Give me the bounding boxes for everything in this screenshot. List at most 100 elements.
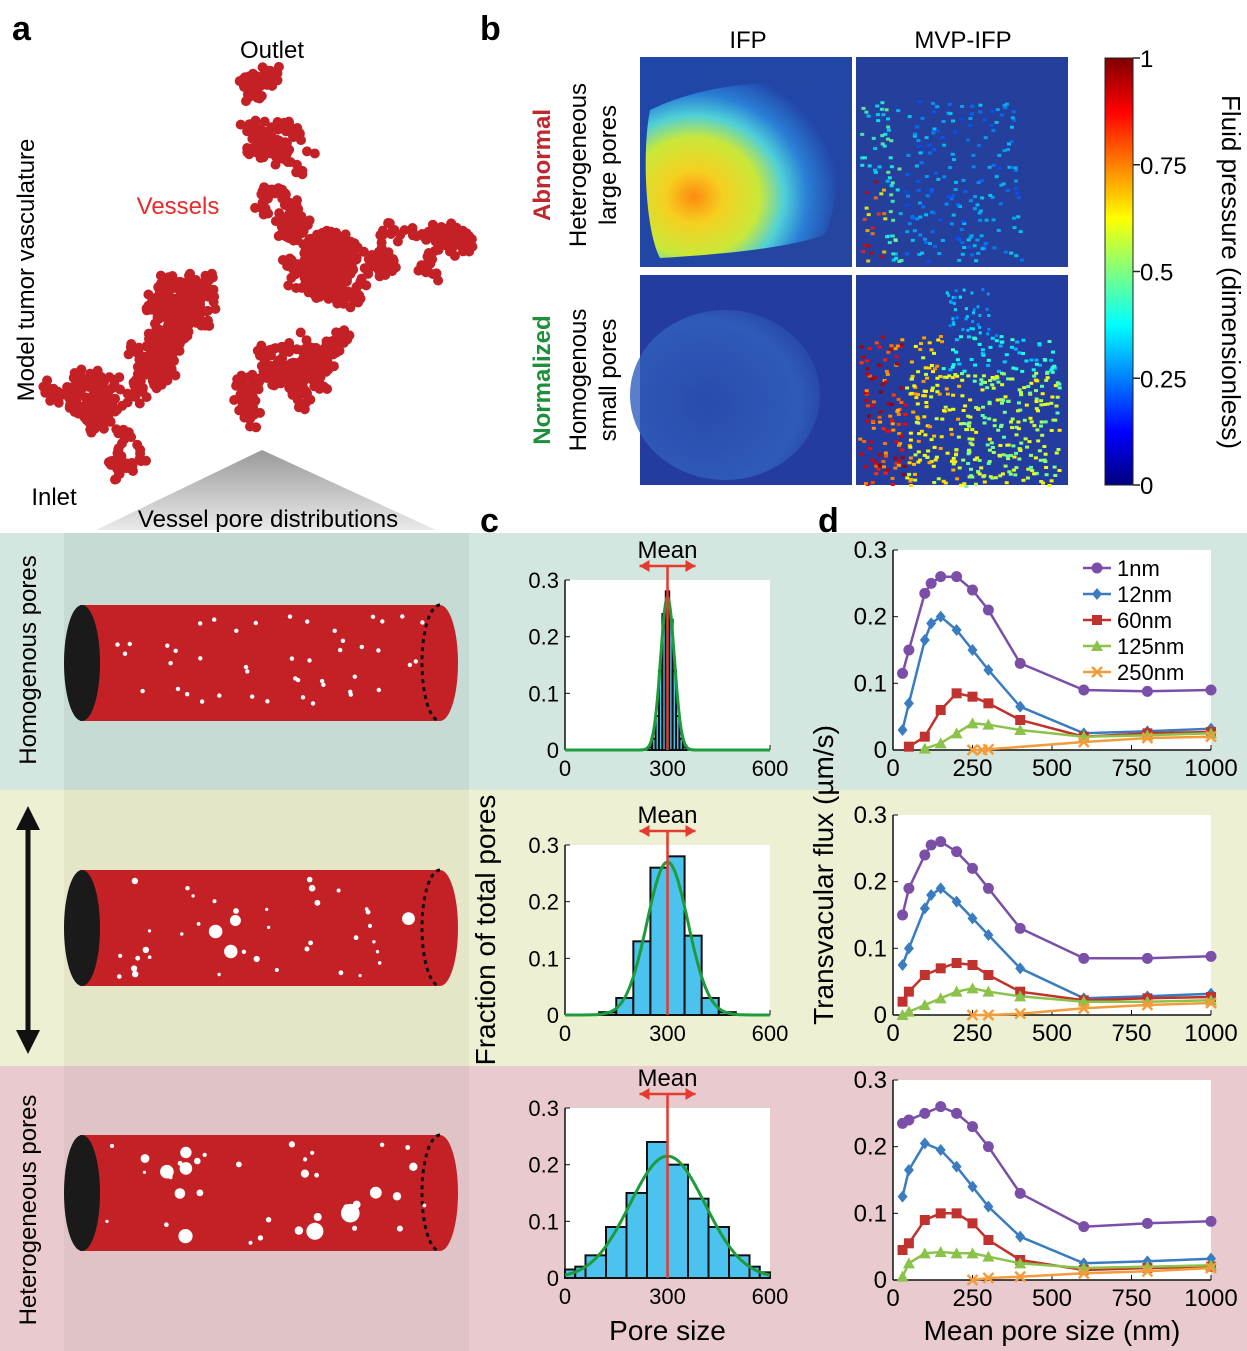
mvp-segment bbox=[980, 247, 985, 251]
vessel-pore bbox=[122, 651, 128, 656]
mvp-segment bbox=[985, 443, 990, 447]
x-tick-label: 750 bbox=[1111, 755, 1151, 782]
mvp-segment bbox=[1013, 347, 1018, 351]
data-point bbox=[1077, 736, 1090, 748]
mvp-segment bbox=[1009, 251, 1014, 255]
mvp-segment bbox=[962, 246, 967, 249]
data-point bbox=[1141, 999, 1154, 1011]
mvp-segment bbox=[899, 259, 904, 262]
mvp-segment bbox=[911, 410, 916, 414]
vessel-pore bbox=[142, 946, 149, 954]
vessel-pore bbox=[208, 924, 223, 939]
mvp-segment bbox=[1001, 453, 1006, 457]
mvp-segment bbox=[1039, 480, 1044, 483]
mvp-segment bbox=[951, 119, 955, 123]
x-tick-label: 600 bbox=[752, 756, 789, 781]
mvp-segment bbox=[929, 348, 934, 352]
x-tick-label: 1000 bbox=[1184, 1285, 1237, 1312]
mvp-segment bbox=[978, 314, 982, 317]
data-point bbox=[982, 1141, 994, 1153]
mvp-segment bbox=[917, 432, 922, 436]
vessel-pore bbox=[332, 628, 337, 633]
mvp-segment bbox=[1053, 366, 1058, 370]
mvp-segment bbox=[933, 244, 937, 248]
mvp-segment bbox=[981, 374, 986, 378]
vessel-pore bbox=[341, 1203, 360, 1223]
mvp-segment bbox=[919, 429, 924, 433]
vessel-outlet-rim bbox=[420, 868, 441, 988]
mvp-segment bbox=[975, 238, 980, 242]
mvp-segment bbox=[942, 175, 947, 179]
mvp-segment bbox=[880, 142, 885, 146]
mvp-segment bbox=[910, 216, 915, 220]
mvp-segment bbox=[899, 434, 904, 438]
y-tick-label: 0.1 bbox=[528, 681, 559, 706]
data-point bbox=[1015, 962, 1026, 975]
mvp-segment bbox=[959, 335, 963, 339]
mvp-segment bbox=[936, 338, 941, 342]
mvp-segment bbox=[949, 432, 954, 436]
vessel-segment bbox=[309, 148, 320, 159]
mvp-segment bbox=[1040, 392, 1045, 396]
mvp-segment bbox=[968, 398, 973, 402]
mvp-segment bbox=[878, 453, 882, 457]
vessel-segment bbox=[283, 280, 294, 291]
data-point bbox=[1141, 952, 1153, 964]
mvp-segment bbox=[1012, 118, 1017, 122]
mvp-segment bbox=[970, 104, 975, 108]
y-tick-label: 0.2 bbox=[528, 1153, 559, 1178]
mvp-segment bbox=[906, 194, 911, 198]
y-tick-label: 0.3 bbox=[528, 1096, 559, 1121]
mvp-segment bbox=[912, 134, 917, 138]
mvp-segment bbox=[932, 434, 937, 438]
mvp-segment bbox=[961, 328, 965, 332]
vessel-pore bbox=[202, 1152, 207, 1157]
mvp-segment bbox=[935, 390, 940, 394]
mvp-segment bbox=[863, 391, 868, 395]
mvp-segment bbox=[976, 407, 981, 411]
vessel-pore bbox=[307, 658, 312, 663]
mean-label: Mean bbox=[637, 802, 697, 829]
data-point bbox=[967, 691, 978, 702]
y-tick-label: 0.3 bbox=[528, 568, 559, 593]
mvp-segment bbox=[951, 363, 956, 367]
data-point bbox=[982, 1250, 995, 1262]
mvp-segment bbox=[971, 153, 976, 157]
x-tick-label: 600 bbox=[752, 1284, 789, 1309]
vessel-outlet-end bbox=[422, 1135, 458, 1251]
mvp-segment bbox=[1030, 469, 1035, 473]
mvp-segment bbox=[986, 358, 991, 362]
vessel-segment bbox=[98, 423, 109, 434]
mvp-segment bbox=[896, 463, 901, 467]
heatmap-mvp-abnormal bbox=[856, 57, 1068, 267]
vessel-pore bbox=[306, 1222, 324, 1240]
mvp-segment bbox=[1016, 196, 1021, 200]
vessel-segment bbox=[235, 119, 246, 130]
y-tick-label: 0.2 bbox=[528, 890, 559, 915]
mvp-segment bbox=[948, 324, 952, 328]
vessel-pore bbox=[180, 1146, 192, 1159]
mvp-segment bbox=[921, 379, 926, 383]
mvp-segment bbox=[888, 210, 893, 214]
mvp-segment bbox=[996, 369, 1001, 373]
vessel-segment bbox=[122, 388, 133, 399]
mvp-segment bbox=[966, 414, 971, 418]
vessel-cylinder-homogenous bbox=[64, 603, 458, 723]
vessel-cylinder-heterogeneous bbox=[64, 1133, 458, 1253]
mvp-segment bbox=[927, 341, 932, 345]
mvp-segment bbox=[1017, 457, 1022, 461]
mvp-segment bbox=[1044, 466, 1049, 469]
data-point bbox=[951, 624, 962, 636]
data-point bbox=[935, 882, 946, 895]
mvp-segment bbox=[912, 472, 917, 476]
mvp-segment bbox=[990, 446, 995, 449]
mvp-segment bbox=[1053, 474, 1058, 477]
mvp-segment bbox=[886, 402, 891, 406]
mvp-segment bbox=[912, 229, 917, 233]
mvp-segment bbox=[980, 380, 985, 384]
data-point bbox=[919, 1137, 930, 1150]
vessel-pore bbox=[266, 925, 271, 930]
data-point bbox=[919, 1107, 931, 1119]
mvp-segment bbox=[895, 344, 900, 348]
vessel-segment bbox=[449, 229, 459, 239]
